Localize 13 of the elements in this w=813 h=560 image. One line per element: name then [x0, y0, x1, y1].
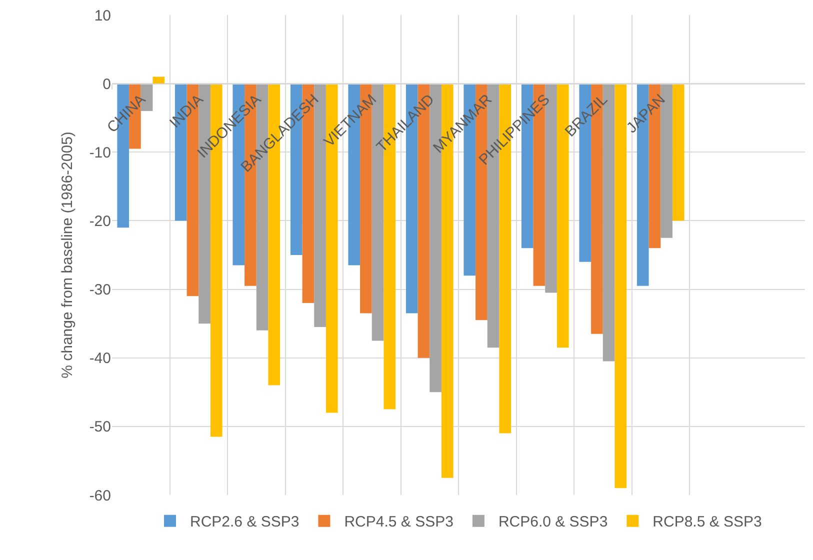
y-tick-label: -10 [89, 144, 111, 162]
legend-label: RCP2.6 & SSP3 [190, 514, 300, 531]
y-tick-label: -40 [89, 350, 111, 368]
y-tick-label: -30 [89, 282, 111, 299]
y-tick-label: 10 [94, 7, 111, 24]
y-tick-label: 0 [102, 76, 111, 93]
y-tick-label: -60 [89, 487, 111, 504]
y-axis-title: % change from baseline (1986-2005) [59, 132, 76, 378]
y-tick-label: -20 [89, 212, 111, 230]
legend-label: RCP8.5 & SSP3 [652, 514, 762, 531]
legend-label: RCP4.5 & SSP3 [344, 514, 454, 531]
legend-label: RCP6.0 & SSP3 [498, 514, 608, 531]
y-tick-label: -50 [89, 418, 111, 436]
